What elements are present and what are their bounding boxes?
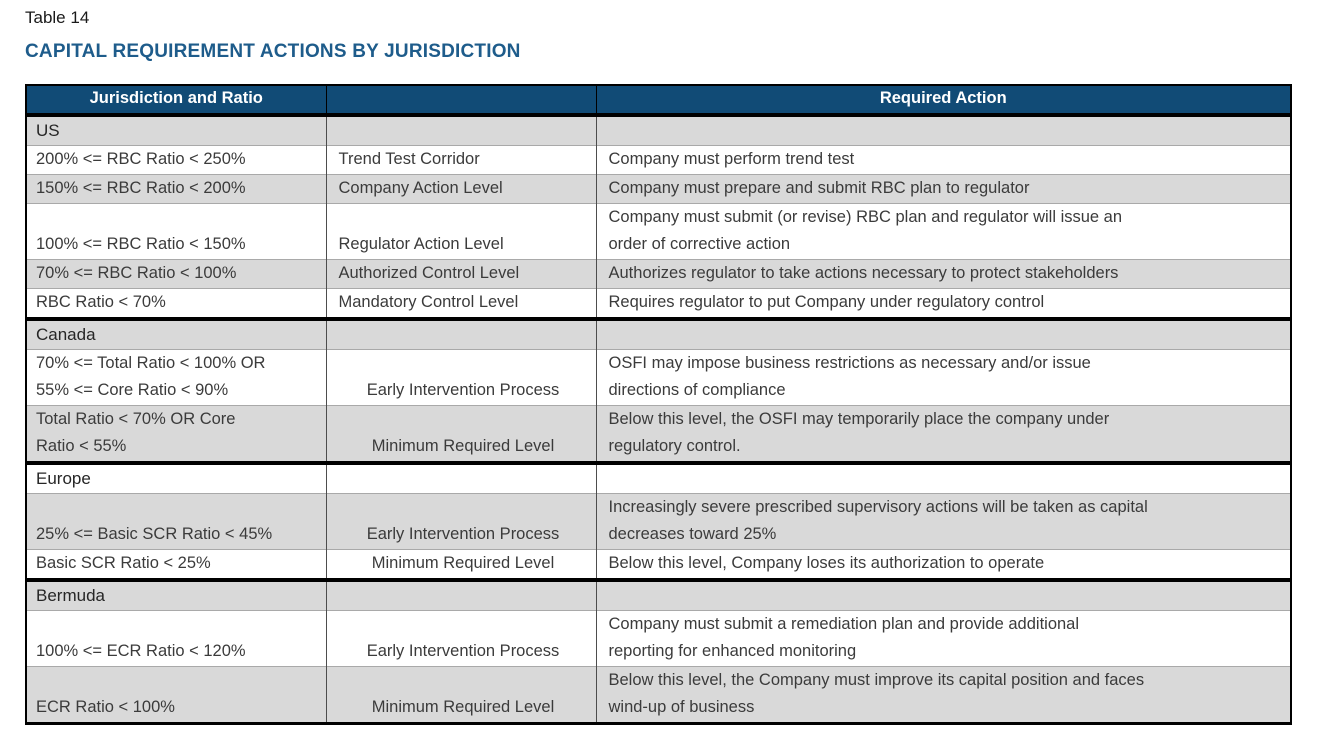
ratio-cell: Total Ratio < 70% OR Core Ratio < 55% [25, 405, 327, 463]
section-empty-action-cell [595, 114, 1292, 146]
table-row: 25% <= Basic SCR Ratio < 45% Early Interv… [25, 493, 1292, 550]
action-level-cell: Trend Test Corridor [325, 145, 597, 175]
table-row: 100% <= ECR Ratio < 120% Early Interventi… [25, 610, 1292, 667]
required-action-cell: Requires regulator to put Company under … [595, 288, 1292, 319]
ratio-cell: 150% <= RBC Ratio < 200% [25, 174, 327, 204]
action-level-cell: Minimum Required Level [325, 405, 597, 463]
required-action-cell: Company must submit (or revise) RBC plan… [595, 203, 1292, 260]
table-row: 70% <= Total Ratio < 100% OR 55% <= Core… [25, 349, 1292, 406]
table-row: Total Ratio < 70% OR Core Ratio < 55% Min… [25, 405, 1292, 463]
action-level-cell: Early Intervention Process [325, 349, 597, 406]
section-row-bermuda: Bermuda [25, 578, 1292, 611]
table-title: CAPITAL REQUIREMENT ACTIONS BY JURISDICT… [25, 41, 521, 62]
action-level-cell: Regulator Action Level [325, 203, 597, 260]
table-row: 70% <= RBC Ratio < 100% Authorized Contro… [25, 259, 1292, 289]
ratio-cell: Basic SCR Ratio < 25% [25, 549, 327, 580]
column-header-jurisdiction-and-ratio: Jurisdiction and Ratio [25, 85, 327, 117]
ratio-cell: RBC Ratio < 70% [25, 288, 327, 319]
section-empty-level-cell [325, 578, 597, 611]
required-action-cell: Company must submit a remediation plan a… [595, 610, 1292, 667]
required-action-cell: Below this level, the Company must impro… [595, 666, 1292, 724]
ratio-cell: 25% <= Basic SCR Ratio < 45% [25, 493, 327, 550]
ratio-cell: 200% <= RBC Ratio < 250% [25, 145, 327, 175]
capital-requirements-table: Jurisdiction and Ratio Required Action U… [25, 84, 1292, 725]
action-level-cell: Authorized Control Level [325, 259, 597, 289]
required-action-cell: Increasingly severe prescribed superviso… [595, 493, 1292, 550]
table-header-row: Jurisdiction and Ratio Required Action [25, 85, 1292, 117]
ratio-cell: 100% <= RBC Ratio < 150% [25, 203, 327, 260]
action-level-cell: Minimum Required Level [325, 549, 597, 580]
section-row-europe: Europe [25, 461, 1292, 494]
required-action-cell: Authorizes regulator to take actions nec… [595, 259, 1292, 289]
section-empty-level-cell [325, 114, 597, 146]
table-row: 150% <= RBC Ratio < 200% Company Action L… [25, 174, 1292, 204]
table-row: RBC Ratio < 70% Mandatory Control Level Re… [25, 288, 1292, 319]
column-header-empty [325, 85, 597, 117]
required-action-cell: Company must perform trend test [595, 145, 1292, 175]
section-row-canada: Canada [25, 317, 1292, 350]
section-row-us: US [25, 114, 1292, 146]
ratio-cell: 100% <= ECR Ratio < 120% [25, 610, 327, 667]
section-empty-action-cell [595, 461, 1292, 494]
section-empty-action-cell [595, 317, 1292, 350]
table-row: ECR Ratio < 100% Minimum Required Level Be… [25, 666, 1292, 724]
section-name-cell: Canada [25, 317, 327, 350]
ratio-cell: 70% <= Total Ratio < 100% OR 55% <= Core… [25, 349, 327, 406]
column-header-required-action: Required Action [595, 85, 1292, 117]
required-action-cell: Below this level, the OSFI may temporari… [595, 405, 1292, 463]
table-row: 200% <= RBC Ratio < 250% Trend Test Corri… [25, 145, 1292, 175]
section-empty-level-cell [325, 317, 597, 350]
section-name-cell: Europe [25, 461, 327, 494]
action-level-cell: Early Intervention Process [325, 610, 597, 667]
section-empty-level-cell [325, 461, 597, 494]
required-action-cell: Below this level, Company loses its auth… [595, 549, 1292, 580]
ratio-cell: 70% <= RBC Ratio < 100% [25, 259, 327, 289]
required-action-cell: OSFI may impose business restrictions as… [595, 349, 1292, 406]
required-action-cell: Company must prepare and submit RBC plan… [595, 174, 1292, 204]
section-name-cell: Bermuda [25, 578, 327, 611]
section-empty-action-cell [595, 578, 1292, 611]
action-level-cell: Company Action Level [325, 174, 597, 204]
ratio-cell: ECR Ratio < 100% [25, 666, 327, 724]
action-level-cell: Early Intervention Process [325, 493, 597, 550]
table-row: Basic SCR Ratio < 25% Minimum Required Le… [25, 549, 1292, 580]
section-name-cell: US [25, 114, 327, 146]
action-level-cell: Mandatory Control Level [325, 288, 597, 319]
table-row: 100% <= RBC Ratio < 150% Regulator Action… [25, 203, 1292, 260]
action-level-cell: Minimum Required Level [325, 666, 597, 724]
table-number-label: Table 14 [25, 8, 90, 27]
